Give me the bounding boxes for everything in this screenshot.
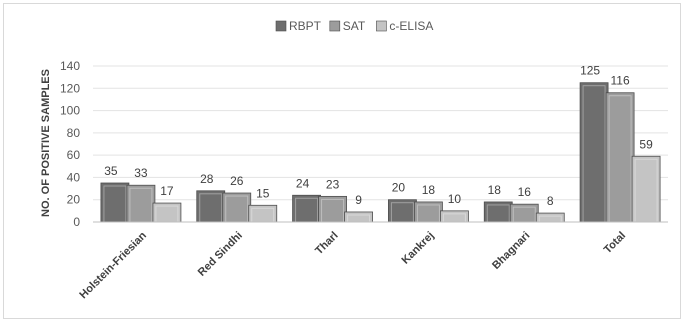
data-label: 28 [200,172,214,186]
bar-rbpt [196,190,226,223]
bar-c-elisa [631,155,661,223]
x-category-label: Holstein-Friesian [77,229,149,301]
data-label: 35 [104,164,118,178]
data-label: 20 [392,181,406,195]
data-label: 125 [580,64,600,78]
x-category-label: Total [602,230,628,256]
data-label: 18 [422,183,436,197]
bar-rbpt [292,194,321,223]
legend-label: c-ELISA [389,19,433,33]
data-label: 24 [296,176,310,190]
bar-sat [605,92,635,223]
data-label: 8 [547,194,554,208]
bar-rbpt [579,82,609,223]
data-label: 9 [355,193,362,207]
data-labels: 35 33 17 28 26 15 24 23 9 20 18 10 18 16 8 125 116 59 [104,64,653,208]
y-axis-label: NO. OF POSITIVE SAMPLES [40,69,52,217]
y-tick-label: 100 [60,104,80,118]
bar-c-elisa [440,210,469,223]
bar-c-elisa [344,211,373,223]
data-label: 16 [518,185,532,199]
bars [100,82,661,223]
bar-sat [126,184,156,223]
y-axis-ticks: 0 20 40 60 80 100 120 140 [60,59,80,229]
x-axis-categories: Holstein-Friesian Red Sindhi Tharl Kankrej B… [77,229,628,301]
bar-sat [318,195,347,223]
data-label: 15 [256,186,270,200]
y-tick-label: 80 [67,126,81,140]
data-label: 17 [160,184,174,198]
bar-rbpt [100,182,130,223]
data-label: 23 [326,177,340,191]
legend-swatch [275,20,287,32]
x-category-label: Bhagnari [490,230,532,272]
bar-sat [222,192,252,223]
legend: RBPT SAT c-ELISA [275,19,433,33]
y-tick-label: 140 [60,59,80,73]
data-label: 116 [611,74,630,88]
bar-c-elisa [535,212,565,223]
x-category-label: Kankrej [400,230,437,267]
x-category-label: Tharl [313,230,341,258]
legend-swatch [376,20,387,32]
legend-swatch [329,20,341,32]
y-tick-label: 0 [73,215,80,229]
data-label: 59 [639,137,653,151]
chart-frame [3,3,681,319]
y-tick-label: 120 [60,81,80,95]
y-tick-label: 40 [67,170,81,184]
legend-label: RBPT [289,19,322,33]
y-tick-label: 60 [67,148,81,162]
gridlines [93,65,668,201]
data-label: 26 [230,174,244,188]
data-label: 33 [134,166,148,180]
data-label: 10 [448,192,462,206]
data-label: 18 [488,183,502,197]
x-category-label: Red Sindhi [196,230,245,279]
legend-label: SAT [343,19,366,33]
y-tick-label: 20 [67,193,81,207]
